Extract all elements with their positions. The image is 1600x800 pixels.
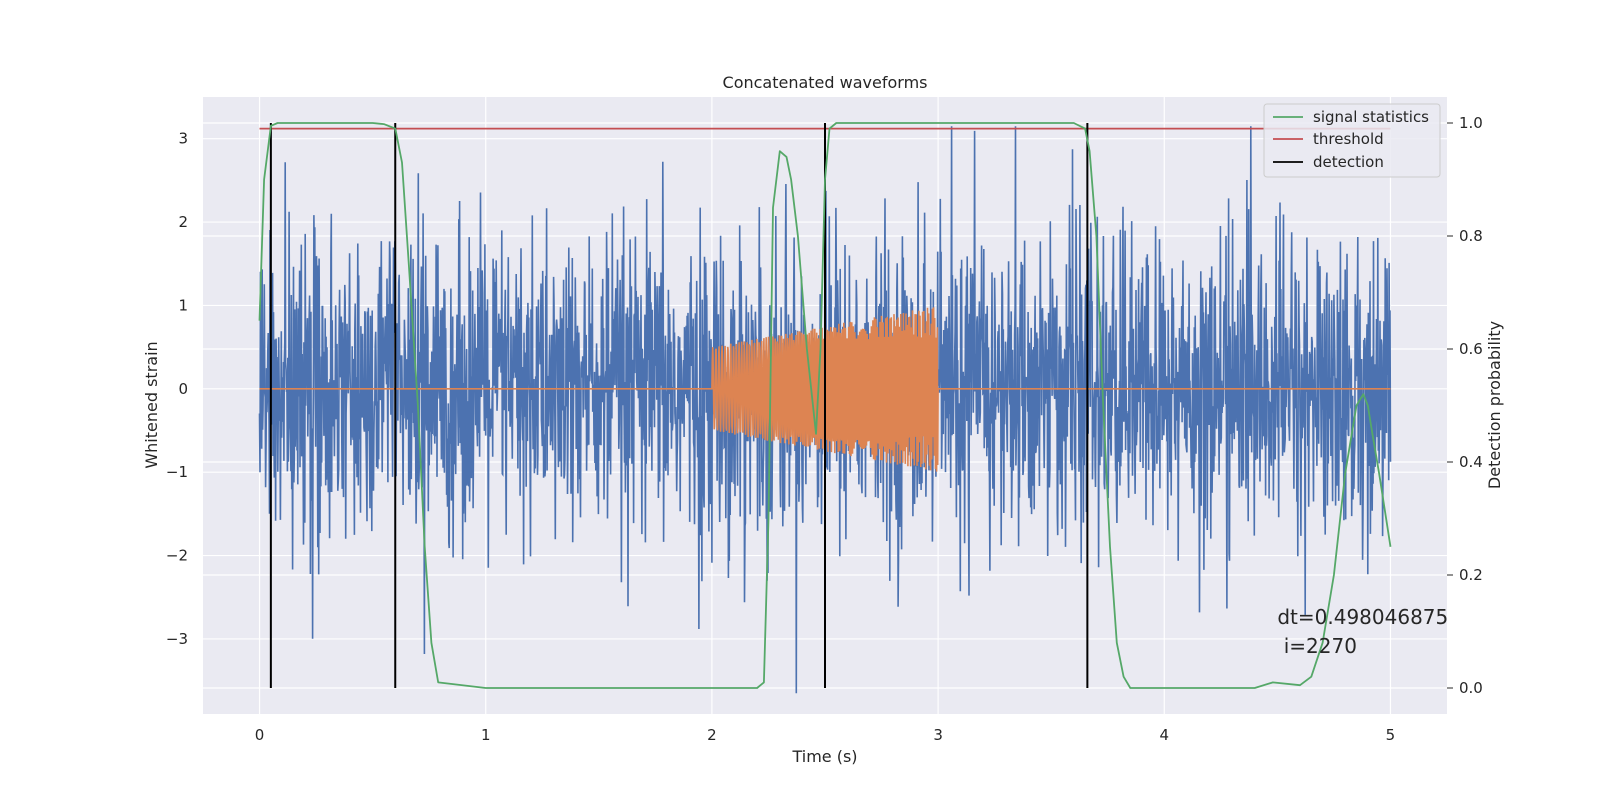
x-axis-label: Time (s) xyxy=(791,747,857,766)
legend-label-threshold: threshold xyxy=(1313,130,1384,148)
x-tick-label: 1 xyxy=(481,726,491,744)
legend: signal statistics threshold detection xyxy=(1263,103,1441,178)
annotation-dt: dt=0.498046875 xyxy=(1277,605,1448,629)
series-signal-statistics xyxy=(258,122,1392,689)
y2-tick-label: 0.6 xyxy=(1459,340,1483,358)
x-tick-label: 2 xyxy=(707,726,717,744)
series-layer xyxy=(258,122,1392,694)
x-tick-label: 3 xyxy=(933,726,943,744)
y2-tick-label: 0.8 xyxy=(1459,227,1483,245)
x-tick-label: 5 xyxy=(1386,726,1396,744)
legend-label-signal-statistics: signal statistics xyxy=(1313,108,1429,126)
y-tick-labels: −3 −2 −1 0 1 2 3 xyxy=(166,130,188,648)
y2-tick-labels: 0.0 0.2 0.4 0.6 0.8 1.0 xyxy=(1447,114,1483,697)
legend-box xyxy=(1263,103,1441,178)
x-tick-label: 0 xyxy=(255,726,265,744)
y-tick-label: −1 xyxy=(166,463,188,481)
annotations: dt=0.498046875 i=2270 xyxy=(1277,605,1448,658)
y-tick-label: 2 xyxy=(178,213,188,231)
y2-tick-label: 0.4 xyxy=(1459,453,1483,471)
x-tick-label: 4 xyxy=(1159,726,1169,744)
y2-tick-label: 0.2 xyxy=(1459,566,1483,584)
y-tick-label: −3 xyxy=(166,630,188,648)
legend-label-detection: detection xyxy=(1313,153,1384,171)
y2-axis-label: Detection probability xyxy=(1485,321,1504,489)
y-tick-label: −2 xyxy=(166,547,188,565)
y2-tick-label: 1.0 xyxy=(1459,114,1483,132)
x-tick-labels: 0 1 2 3 4 5 xyxy=(255,726,1395,744)
y-tick-label: 0 xyxy=(178,380,188,398)
chart-title: Concatenated waveforms xyxy=(723,73,928,92)
y-axis-label: Whitened strain xyxy=(142,341,161,468)
y-tick-label: 1 xyxy=(178,296,188,314)
y2-tick-label: 0.0 xyxy=(1459,679,1483,697)
y-tick-label: 3 xyxy=(178,130,188,148)
annotation-i: i=2270 xyxy=(1277,634,1357,658)
